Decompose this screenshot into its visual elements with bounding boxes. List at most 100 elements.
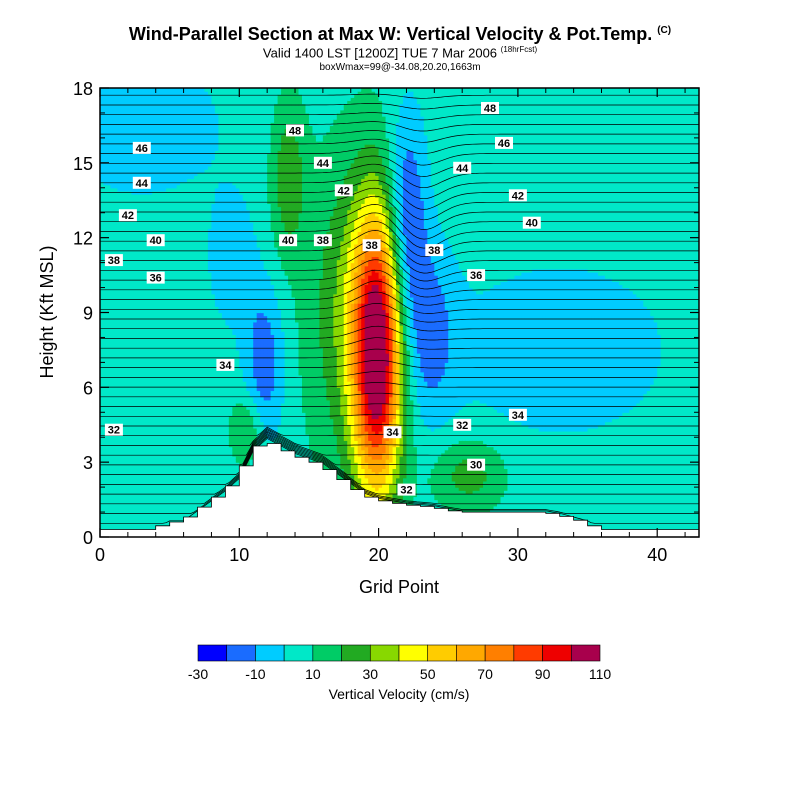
colorbar-tick-label: -10: [245, 666, 265, 682]
contour-label-text: 34: [219, 360, 232, 372]
colorbar-swatch: [513, 644, 543, 662]
contour-label: 46: [495, 136, 513, 150]
contour-label: 34: [508, 408, 527, 422]
x-tick-label: 0: [95, 545, 105, 565]
y-tick-label: 15: [73, 154, 93, 174]
theta-contour: [100, 130, 699, 143]
theta-contour: [100, 359, 699, 369]
contour-label: 40: [522, 216, 541, 230]
y-tick-label: 9: [83, 304, 93, 324]
colorbar-tick-label: 30: [363, 666, 379, 682]
contour-label: 44: [453, 161, 472, 175]
y-tick-label: 3: [83, 453, 93, 473]
theta-contour-labels: 48 48 46 46 44 44 44 42 42 42 40 40 40 38 38 38 38 36 36 34…: [104, 102, 541, 497]
theta-contour: [100, 430, 699, 466]
contour-label-text: 42: [512, 190, 524, 202]
theta-contour: [100, 112, 699, 121]
contour-label: 42: [118, 209, 137, 222]
contour-label-text: 36: [470, 270, 482, 282]
contour-label-text: 38: [317, 235, 329, 247]
theta-contour: [100, 269, 699, 298]
theta-contour: [100, 337, 699, 350]
theta-contour: [100, 221, 699, 258]
theta-contour: [100, 371, 699, 378]
x-tick-label: 40: [647, 545, 667, 565]
theta-contour: [100, 171, 699, 200]
colorbar-swatch: [255, 644, 285, 662]
contour-label: 36: [467, 269, 486, 282]
theta-contour: [100, 314, 699, 332]
contour-label: 42: [508, 189, 527, 202]
theta-contour: [100, 291, 699, 314]
colorbar-swatch: [283, 644, 314, 662]
title-mark: (C): [657, 25, 671, 36]
contour-label-text: 42: [122, 210, 134, 222]
theta-contour: [100, 403, 699, 407]
contour-label-text: 36: [150, 273, 162, 285]
contour-label-text: 38: [108, 255, 120, 267]
contour-label-text: 30: [470, 460, 482, 472]
chart-subtitle: Valid 1400 LST [1200Z] TUE 7 Mar 2006 (1…: [0, 45, 800, 60]
contour-label: 44: [313, 156, 332, 170]
theta-contour: [100, 195, 699, 230]
contour-label-text: 46: [136, 143, 148, 155]
contour-label: 40: [146, 234, 165, 247]
theta-contour: [100, 121, 699, 132]
colorbar-swatch: [226, 644, 256, 662]
theta-contour: [100, 163, 699, 189]
theta-contour: [100, 428, 699, 446]
colorbar-swatch: [369, 644, 400, 662]
contour-label-text: 38: [428, 245, 440, 257]
x-tick-label: 30: [508, 545, 528, 565]
theta-contour: [100, 230, 699, 266]
colorbar-swatch: [398, 644, 429, 662]
contour-label: 38: [313, 234, 332, 247]
colorbar-label: Vertical Velocity (cm/s): [329, 686, 470, 702]
theta-contour: [100, 138, 699, 155]
x-tick-label: 10: [229, 545, 249, 565]
theta-contour: [100, 239, 699, 274]
contour-label: 34: [216, 358, 235, 372]
theta-contour: [100, 103, 699, 110]
colorbar-swatch: [542, 644, 572, 662]
colorbar-tick-label: 110: [589, 666, 612, 682]
contour-label: 30: [467, 458, 486, 472]
contour-label: 38: [362, 239, 381, 252]
theta-contour: [100, 435, 699, 505]
colorbar-swatch: [570, 644, 601, 662]
colorbar-swatch: [484, 644, 515, 662]
contour-label-text: 48: [289, 125, 301, 137]
colorbar-tick-label: 10: [305, 666, 321, 682]
theta-contour: [100, 259, 699, 290]
theta-contour: [100, 429, 699, 456]
contour-label-text: 46: [498, 138, 510, 150]
contour-label-text: 42: [338, 185, 350, 197]
theta-contour: [100, 187, 699, 221]
contour-label: 32: [104, 423, 123, 437]
theta-contour: [100, 382, 699, 388]
contour-label-text: 40: [526, 218, 538, 230]
colorbar-tick-label: -30: [188, 666, 208, 682]
theta-contour: [100, 147, 699, 166]
colorbar-tick-label: 70: [477, 666, 493, 682]
y-tick-label: 12: [73, 229, 93, 249]
contour-label: 38: [104, 254, 123, 267]
x-axis-label: Grid Point: [359, 577, 439, 597]
colorbar-swatch: [312, 644, 342, 662]
contour-label: 48: [286, 124, 304, 137]
theta-contour: [100, 93, 699, 99]
contour-label: 32: [453, 418, 472, 432]
terrain-fill: [99, 443, 700, 538]
colorbar-swatch: [341, 644, 371, 662]
theta-contour: [100, 424, 699, 427]
theta-contour: [100, 413, 699, 417]
contour-label-text: 38: [365, 240, 377, 252]
contour-label: 46: [132, 141, 151, 155]
y-tick-label: 0: [83, 528, 93, 548]
theta-contour: [100, 204, 699, 240]
colorbar-swatch: [427, 644, 457, 662]
contour-label: 32: [397, 483, 416, 497]
theta-contour: [100, 179, 699, 210]
